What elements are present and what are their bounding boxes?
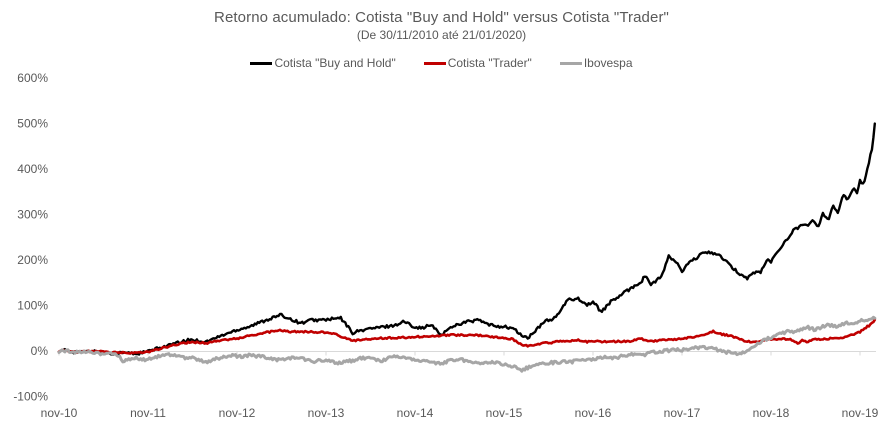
- series-line-buy-and-hold: [57, 122, 876, 356]
- x-axis-label: nov-16: [575, 406, 612, 420]
- y-axis-label: 300%: [17, 207, 48, 221]
- x-axis-label: nov-15: [486, 406, 523, 420]
- legend-line-swatch-black: [250, 61, 273, 65]
- legend-label-buy-and-hold: Cotista "Buy and Hold": [274, 56, 396, 70]
- x-axis-label: nov-10: [41, 406, 78, 420]
- chart-title: Retorno acumulado: Cotista "Buy and Hold…: [214, 9, 669, 26]
- legend-label-ibovespa: Ibovespa: [583, 56, 633, 70]
- legend-item-buy-and-hold: Cotista "Buy and Hold": [250, 56, 396, 70]
- y-axis-label: -100%: [13, 390, 48, 404]
- x-axis-label: nov-17: [664, 406, 701, 420]
- y-axis-label: 200%: [17, 253, 48, 267]
- legend-line-swatch-red: [423, 61, 446, 65]
- y-axis-label: 400%: [17, 162, 48, 176]
- chart-legend: Cotista "Buy and Hold" Cotista "Trader" …: [0, 55, 883, 71]
- legend-item-ibovespa: Ibovespa: [559, 56, 633, 70]
- legend-line-swatch-gray: [559, 61, 582, 65]
- x-axis-label: nov-18: [753, 406, 790, 420]
- y-axis-label: 0%: [31, 344, 49, 358]
- x-axis-label: nov-13: [308, 406, 345, 420]
- y-axis-label: 100%: [17, 298, 48, 312]
- x-axis-label: nov-14: [397, 406, 434, 420]
- chart-subtitle: (De 30/11/2010 até 21/01/2020): [356, 28, 527, 42]
- x-axis-label: nov-12: [219, 406, 256, 420]
- legend-label-trader: Cotista "Trader": [447, 56, 532, 70]
- y-axis-label: 600%: [17, 71, 48, 85]
- x-axis-label: nov-19: [842, 406, 879, 420]
- series-line-trader: [57, 318, 877, 355]
- y-axis-label: 500%: [17, 116, 48, 130]
- legend-item-trader: Cotista "Trader": [423, 56, 532, 70]
- series-line-ibovespa: [57, 315, 877, 373]
- x-axis-label: nov-11: [130, 406, 166, 420]
